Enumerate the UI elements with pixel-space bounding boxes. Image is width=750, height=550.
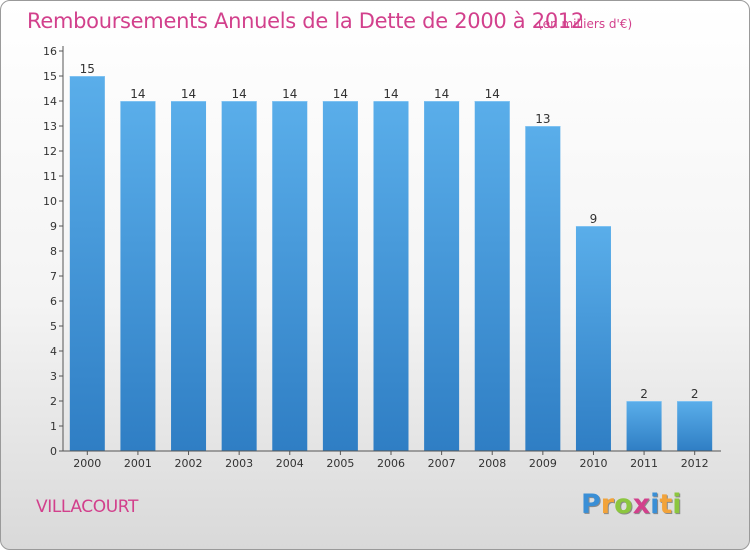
x-tick-label: 2005 [326,457,354,470]
x-axis: 2000 2001 2002 2003 2004 2005 2006 2007 2008 2009… [63,450,721,470]
x-tick-label: 2003 [225,457,253,470]
bar-value-label: 2 [691,387,699,401]
bar [525,126,561,451]
x-tick-label: 2011 [630,457,658,470]
logo-letter: o [614,489,633,520]
bar [474,101,510,451]
bar-value-label: 14 [232,87,247,101]
proxiti-logo[interactable]: Proxiti [581,489,682,520]
y-tick-label: 13 [43,120,57,133]
bar-value-label: 15 [80,62,95,76]
bar-value-label: 14 [181,87,196,101]
y-tick-label: 1 [50,420,57,433]
x-tick-label: 2012 [681,457,709,470]
y-tick-label: 10 [43,195,57,208]
x-tick-label: 2001 [124,457,152,470]
y-tick-label: 8 [50,245,57,258]
commune-name: VILLACOURT [36,497,138,517]
bar [626,401,662,451]
y-tick-label: 7 [50,270,57,283]
bar [120,101,156,451]
y-tick-label: 9 [50,220,57,233]
x-tick-label: 2002 [175,457,203,470]
x-tick-label: 2008 [478,457,506,470]
y-tick-label: 4 [50,345,57,358]
bar-value-label: 14 [485,87,500,101]
x-tick-label: 2009 [529,457,557,470]
y-tick-label: 2 [50,395,57,408]
bar-value-label: 14 [383,87,398,101]
y-tick-label: 6 [50,295,57,308]
logo-letter: x [632,489,651,520]
bar-value-label: 14 [282,87,297,101]
bar-value-label: 9 [590,212,598,226]
y-tick-label: 14 [43,95,57,108]
x-tick-label: 2006 [377,457,405,470]
bar [373,101,409,451]
y-tick-label: 5 [50,320,57,333]
x-tick-label: 2007 [428,457,456,470]
bar-value-label: 14 [333,87,348,101]
y-tick-label: 0 [50,445,57,458]
y-tick-label: 3 [50,370,57,383]
logo-letter: i [672,489,682,520]
y-tick-label: 16 [43,45,57,58]
bar [575,226,611,451]
bar [272,101,308,451]
chart-subtitle: (en milliers d'€) [538,17,633,31]
bar [677,401,713,451]
logo-letter: t [659,489,673,520]
y-tick-label: 11 [43,170,57,183]
x-tick-label: 2010 [579,457,607,470]
bar-value-label: 2 [640,387,648,401]
chart-title: Remboursements Annuels de la Dette de 20… [27,9,584,33]
bars: 15 14 14 14 14 14 14 14 14 13 9 2 2 [69,62,713,451]
x-tick-label: 2000 [73,457,101,470]
bar [221,101,257,451]
x-tick-label: 2004 [276,457,304,470]
bar [424,101,460,451]
bar-value-label: 14 [130,87,145,101]
logo-letter: i [650,489,660,520]
logo-letter: P [581,489,601,520]
y-tick-label: 15 [43,70,57,83]
bar-value-label: 14 [434,87,449,101]
bar [171,101,207,451]
bar-value-label: 13 [535,112,550,126]
logo-letter: r [600,489,615,520]
bar [322,101,358,451]
y-tick-label: 12 [43,145,57,158]
bar [69,76,105,451]
